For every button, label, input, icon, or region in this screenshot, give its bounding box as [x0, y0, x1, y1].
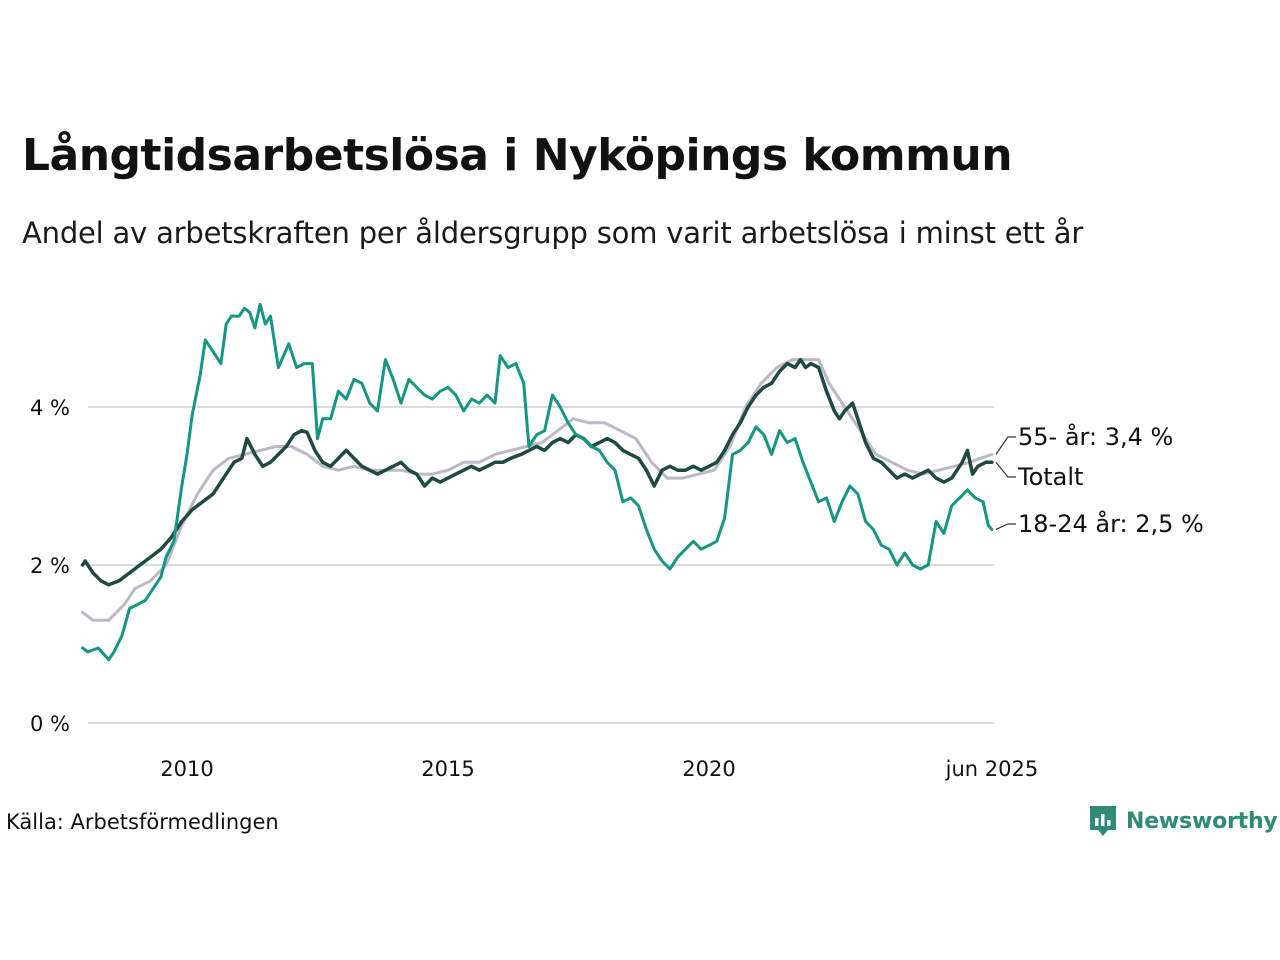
brand-name: Newsworthy	[1126, 808, 1278, 834]
x-tick-label: 2020	[682, 757, 735, 781]
grid-lines	[88, 406, 994, 724]
line-chart: 0 % 2 % 4 % 2010 2015 2020 jun 2025 55- år: 3…	[30, 302, 1204, 781]
series-end-label: Totalt	[1017, 463, 1083, 491]
y-tick-label: 0 %	[30, 712, 70, 736]
x-axis-ticks: 2010 2015 2020 jun 2025	[160, 757, 1038, 781]
series-end-label: 18-24 år: 2,5 %	[1018, 509, 1204, 538]
series-line-totalt	[80, 357, 994, 587]
end-label-leader	[995, 523, 1016, 530]
x-tick-label: 2015	[421, 757, 474, 781]
series-end-label: 55- år: 3,4 %	[1018, 422, 1173, 451]
y-tick-label: 2 %	[30, 554, 70, 578]
chart-subtitle: Andel av arbetskraften per åldersgrupp s…	[22, 216, 1084, 250]
y-tick-label: 4 %	[30, 396, 70, 420]
end-labels: 55- år: 3,4 % Totalt 18-24 år: 2,5 %	[995, 422, 1204, 538]
end-label-leader	[995, 436, 1016, 455]
x-tick-label: jun 2025	[945, 757, 1039, 781]
end-label-leader	[995, 461, 1016, 478]
newsworthy-logo-icon	[1090, 806, 1116, 836]
series-lines	[80, 302, 994, 662]
chart-title: Långtidsarbetslösa i Nyköpings kommun	[22, 130, 1013, 181]
x-tick-label: 2010	[160, 757, 213, 781]
series-line-55-r	[81, 358, 994, 622]
y-axis-ticks: 0 % 2 % 4 %	[30, 396, 70, 736]
source-note: Källa: Arbetsförmedlingen	[6, 810, 279, 834]
brand-logo: Newsworthy	[1088, 804, 1278, 838]
series-line-18-24-r	[81, 302, 994, 662]
